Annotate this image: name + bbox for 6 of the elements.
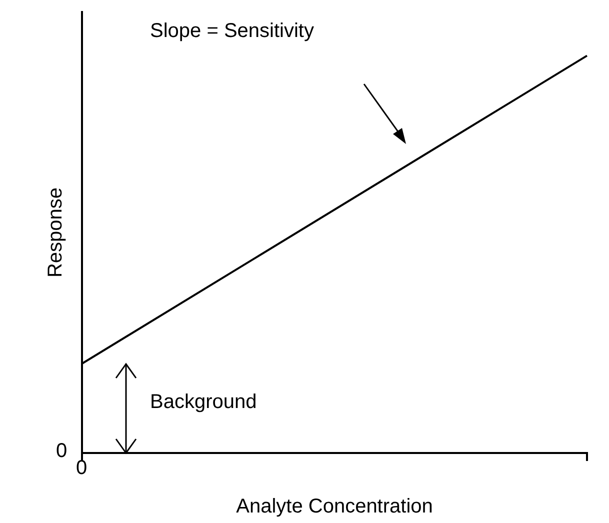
annotation: 0 (56, 440, 68, 463)
annotation: Background (150, 391, 257, 414)
x-axis-title: Analyte Concentration (236, 496, 433, 518)
text: Slope = Sensitivity (150, 20, 314, 43)
y-axis-title: Response (44, 187, 67, 278)
text: 0 (76, 457, 88, 480)
